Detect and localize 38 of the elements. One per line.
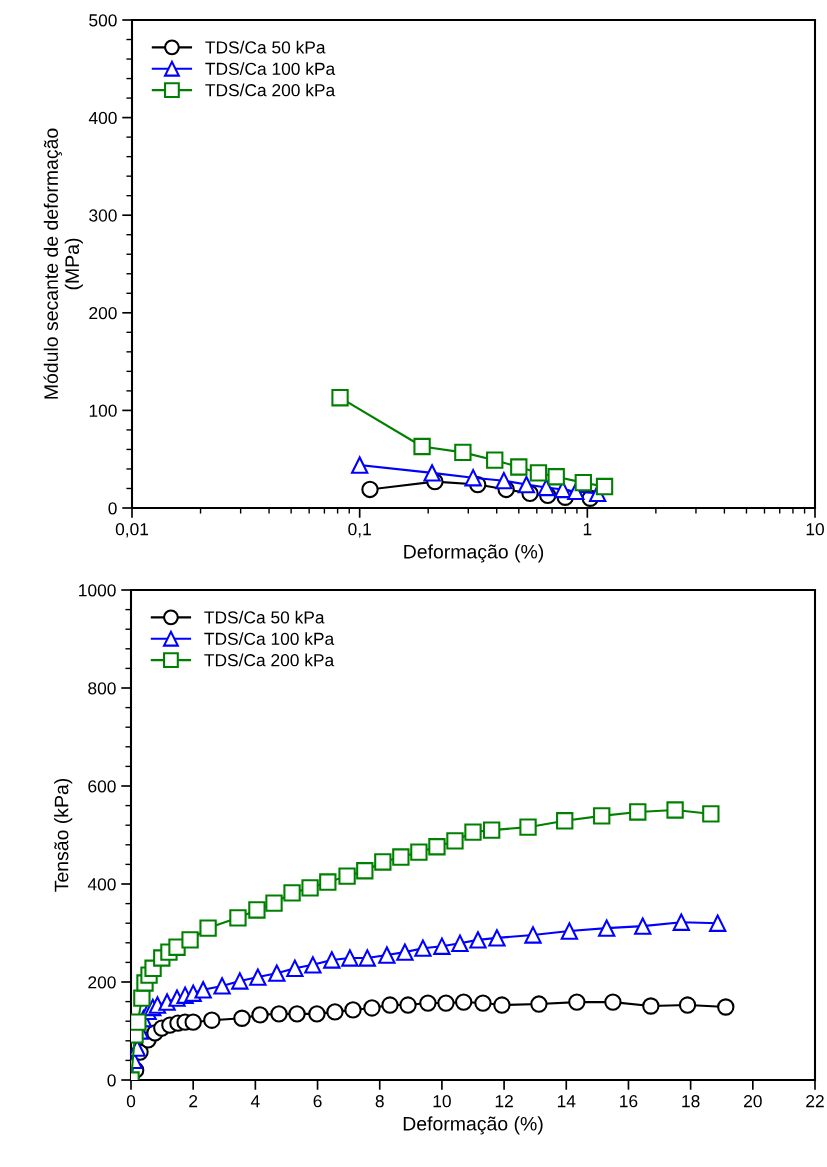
y-tick-label: 400 bbox=[87, 878, 116, 891]
legend-label: TDS/Ca 100 kPa bbox=[205, 62, 336, 75]
y-tick-label: 800 bbox=[88, 682, 116, 695]
x-tick-label: 18 bbox=[682, 1095, 700, 1108]
x-tick-label: 1 bbox=[583, 523, 592, 536]
x-tick-label: 0,01 bbox=[115, 523, 149, 538]
y-tick-label: 200 bbox=[88, 976, 116, 989]
y-axis-title: Tensão (kPa) bbox=[54, 778, 73, 892]
x-tick-label: 10 bbox=[433, 1095, 451, 1108]
y-axis-title: Módulo secante de deformação (MPa) bbox=[43, 128, 83, 399]
x-tick-label: 4 bbox=[250, 1095, 260, 1108]
legend-label: TDS/Ca 200 kPa bbox=[205, 83, 336, 97]
x-axis-title: Deformação (%) bbox=[404, 544, 544, 563]
y-tick-label: 600 bbox=[88, 780, 116, 793]
x-tick-label: 8 bbox=[375, 1095, 384, 1108]
legend-label: TDS/Ca 50 kPa bbox=[205, 40, 326, 54]
x-tick-label: 12 bbox=[495, 1095, 513, 1108]
x-tick-label: 10 bbox=[806, 523, 824, 536]
y-tick-label: 0 bbox=[107, 1074, 116, 1087]
x-tick-label: 0,1 bbox=[348, 523, 371, 538]
x-tick-label: 6 bbox=[313, 1095, 322, 1108]
x-axis-title: Deformação (%) bbox=[403, 1116, 543, 1135]
y-tick-label: 300 bbox=[89, 209, 117, 222]
y-tick-label: 1000 bbox=[79, 584, 116, 597]
legend-label: TDS/Ca 100 kPa bbox=[204, 632, 335, 645]
x-tick-label: 2 bbox=[189, 1095, 198, 1108]
x-tick-label: 0 bbox=[126, 1095, 136, 1108]
x-tick-label: 20 bbox=[744, 1095, 762, 1108]
x-tick-label: 14 bbox=[557, 1095, 576, 1108]
y-tick-label: 100 bbox=[89, 404, 117, 417]
y-tick-label: 0 bbox=[108, 502, 117, 515]
y-tick-label: 400 bbox=[88, 111, 117, 125]
x-tick-label: 16 bbox=[620, 1095, 638, 1108]
y-tick-label: 200 bbox=[89, 306, 117, 320]
legend-label: TDS/Ca 50 kPa bbox=[204, 610, 325, 624]
x-tick-label: 22 bbox=[806, 1095, 824, 1108]
y-tick-label: 500 bbox=[89, 14, 117, 27]
legend-label: TDS/Ca 200 kPa bbox=[204, 653, 335, 667]
